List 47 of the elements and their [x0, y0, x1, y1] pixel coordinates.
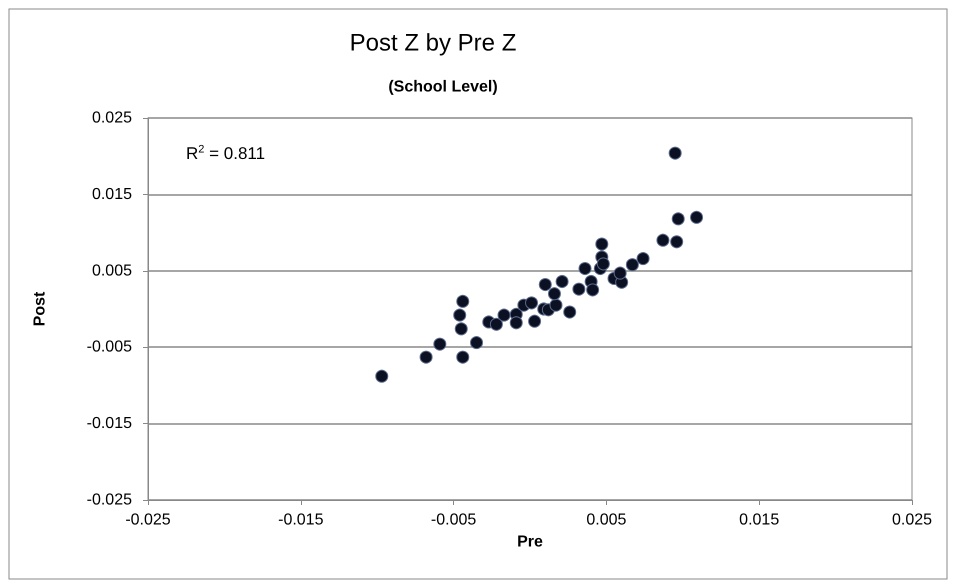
point	[528, 314, 542, 328]
chart-title: Post Z by Pre Z	[350, 30, 516, 56]
point	[510, 316, 523, 330]
y-axis-title: Post	[32, 290, 48, 326]
point	[490, 318, 503, 331]
x-tick-label: -0.025	[125, 512, 171, 528]
point	[563, 306, 576, 319]
x-tick-label: -0.005	[430, 512, 476, 528]
point	[614, 266, 627, 280]
point	[549, 298, 562, 312]
x-tick-label: -0.015	[278, 512, 324, 528]
point	[375, 370, 388, 383]
point	[586, 283, 600, 296]
point	[456, 294, 470, 308]
x-tick-label: 0.005	[586, 512, 627, 528]
point	[690, 210, 704, 224]
point	[672, 212, 685, 226]
y-tick-label: 0.015	[92, 186, 132, 203]
point	[670, 235, 684, 248]
point	[656, 234, 670, 247]
x-tick-label: 0.015	[739, 512, 780, 528]
y-tick-label: 0.025	[92, 110, 132, 126]
point	[596, 257, 610, 270]
point	[525, 296, 538, 310]
x-tick-label: 0.025	[892, 512, 932, 528]
y-tick-label: -0.015	[86, 415, 132, 432]
point	[595, 238, 608, 251]
point	[453, 308, 466, 322]
point	[668, 146, 682, 160]
point	[556, 275, 569, 288]
point	[548, 287, 561, 300]
point	[572, 282, 586, 296]
point	[433, 338, 446, 351]
point	[420, 350, 433, 364]
point	[470, 336, 484, 350]
y-tick-label: 0.005	[92, 262, 132, 280]
y-tick-label: -0.025	[86, 492, 132, 508]
point	[454, 322, 468, 336]
point	[538, 278, 552, 292]
point	[498, 308, 511, 322]
point	[626, 258, 639, 272]
point	[636, 252, 650, 266]
y-tick-label: -0.005	[86, 338, 132, 356]
x-axis-title: Pre	[517, 534, 543, 550]
point	[578, 262, 592, 276]
chart-subtitle: (School Level)	[388, 78, 498, 96]
point	[456, 350, 470, 364]
